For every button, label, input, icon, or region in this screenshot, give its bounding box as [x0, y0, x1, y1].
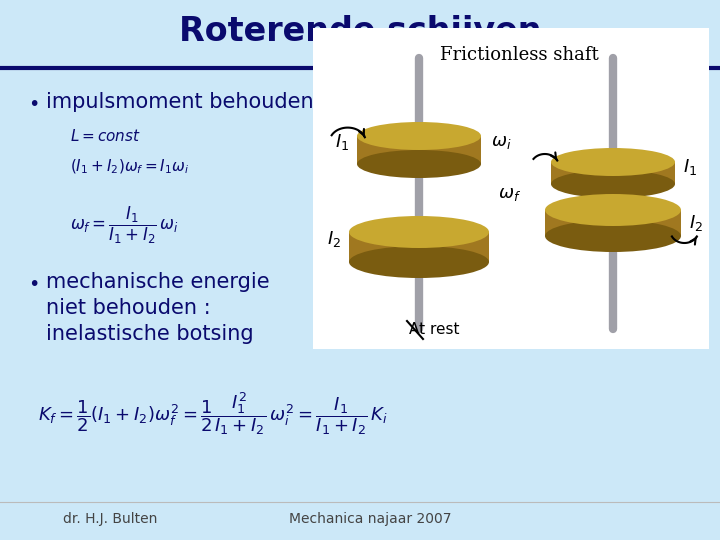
- Text: $I_1$: $I_1$: [683, 157, 697, 177]
- Text: $(I_1 + I_2)\omega_f = I_1\omega_i$: $(I_1 + I_2)\omega_f = I_1\omega_i$: [70, 158, 189, 177]
- Text: $L = const$: $L = const$: [70, 128, 141, 144]
- Ellipse shape: [545, 194, 681, 226]
- Ellipse shape: [349, 216, 489, 248]
- Text: $I_2$: $I_2$: [327, 229, 341, 249]
- Text: Mechanica najaar 2007: Mechanica najaar 2007: [289, 512, 451, 526]
- Text: $K_f = \dfrac{1}{2}(I_1 + I_2)\omega_f^2 = \dfrac{1}{2}\dfrac{I_1^2}{I_1 + I_2}\: $K_f = \dfrac{1}{2}(I_1 + I_2)\omega_f^2…: [38, 390, 388, 437]
- Bar: [545, 210, 681, 236]
- Ellipse shape: [349, 246, 489, 278]
- Text: $I_1$: $I_1$: [335, 132, 349, 152]
- Text: $I_2$: $I_2$: [689, 213, 703, 233]
- Bar: [349, 232, 489, 262]
- Text: $\omega_i$: $\omega_i$: [491, 133, 511, 151]
- Text: impulsmoment behouden: impulsmoment behouden: [46, 92, 314, 112]
- Text: At rest: At rest: [409, 322, 459, 337]
- Text: $\omega_f$: $\omega_f$: [498, 185, 521, 203]
- Text: dr. H.J. Bulten: dr. H.J. Bulten: [63, 512, 157, 526]
- Bar: [551, 162, 675, 184]
- Text: mechanische energie: mechanische energie: [46, 272, 269, 292]
- Text: •: •: [28, 95, 40, 114]
- Text: niet behouden :: niet behouden :: [46, 298, 211, 318]
- Ellipse shape: [357, 122, 481, 150]
- Text: inelastische botsing: inelastische botsing: [46, 324, 253, 344]
- Text: •: •: [28, 275, 40, 294]
- Ellipse shape: [357, 150, 481, 178]
- Ellipse shape: [551, 148, 675, 176]
- Text: Frictionless shaft: Frictionless shaft: [439, 46, 598, 64]
- Text: Roterende schijven: Roterende schijven: [179, 16, 541, 49]
- Text: $\omega_f = \dfrac{I_1}{I_1 + I_2}\,\omega_i$: $\omega_f = \dfrac{I_1}{I_1 + I_2}\,\ome…: [70, 205, 179, 246]
- Bar: [357, 136, 481, 164]
- Ellipse shape: [551, 170, 675, 198]
- Ellipse shape: [545, 220, 681, 252]
- Bar: [313, 28, 709, 349]
